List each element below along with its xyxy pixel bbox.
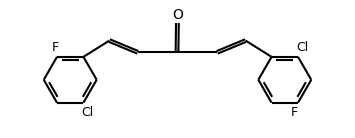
Text: F: F (51, 41, 59, 54)
Text: O: O (172, 8, 183, 22)
Text: F: F (290, 106, 297, 119)
Text: Cl: Cl (81, 106, 93, 119)
Text: Cl: Cl (296, 41, 308, 54)
